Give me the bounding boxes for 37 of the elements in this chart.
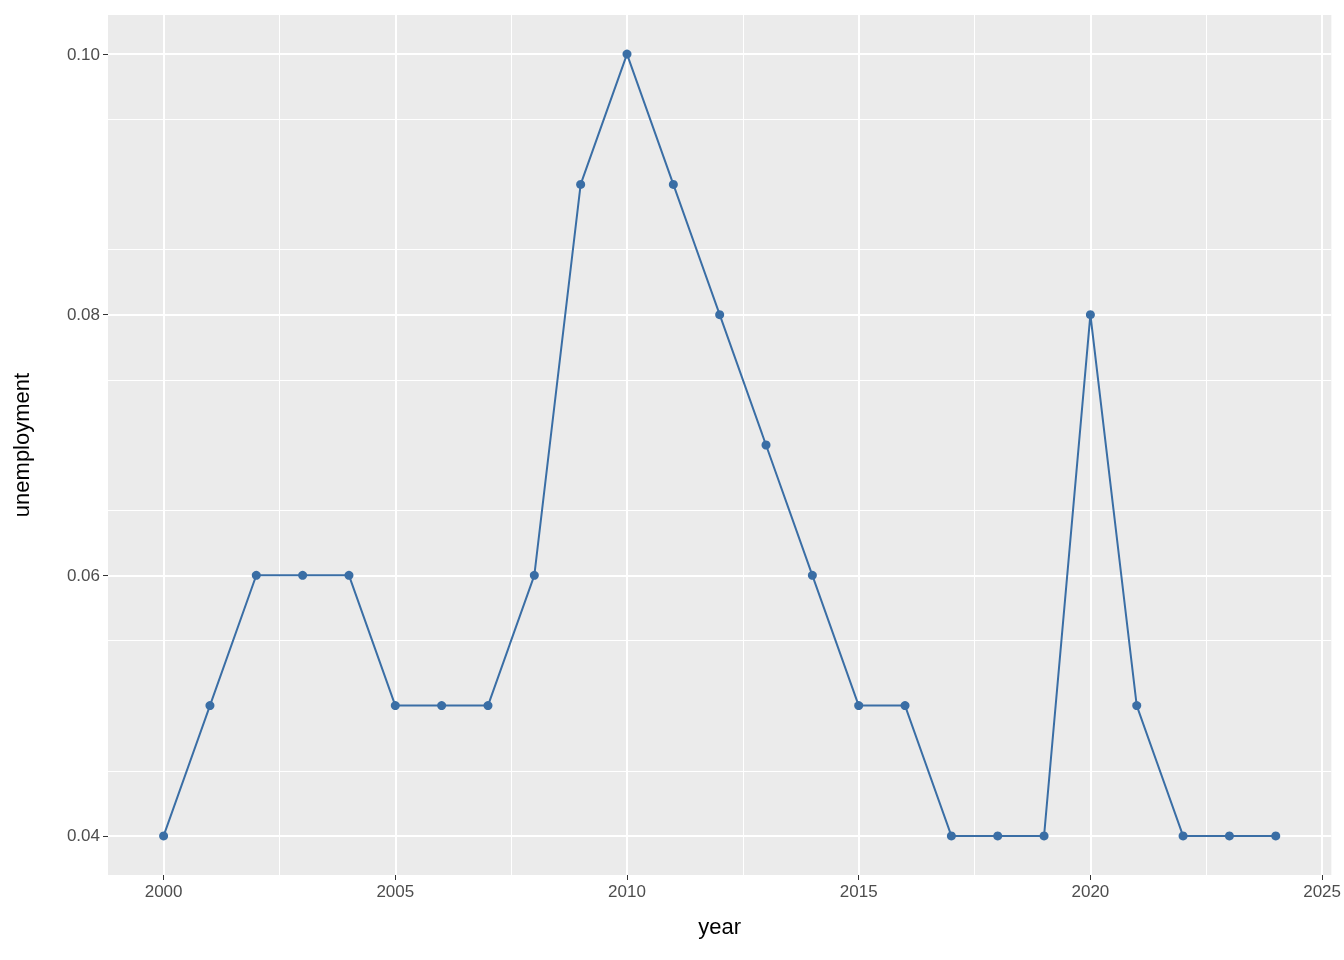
point — [205, 701, 215, 711]
point — [1224, 831, 1234, 841]
point — [483, 701, 493, 711]
point — [761, 440, 771, 450]
point — [900, 701, 910, 711]
x-tick-label: 2005 — [376, 882, 415, 901]
point — [159, 831, 169, 841]
point — [1271, 831, 1281, 841]
y-axis-title: unemployment — [8, 372, 34, 518]
y-tick-label: 0.06 — [66, 565, 100, 585]
x-tick-label: 2015 — [839, 882, 878, 901]
point — [529, 570, 539, 580]
point — [1178, 831, 1188, 841]
point — [993, 831, 1003, 841]
x-axis-title: year — [698, 913, 742, 939]
y-tick-label: 0.04 — [66, 826, 100, 846]
point — [251, 570, 261, 580]
point — [1085, 310, 1095, 320]
point — [946, 831, 956, 841]
point — [1039, 831, 1049, 841]
y-tick-label: 0.10 — [66, 44, 100, 64]
point — [298, 570, 308, 580]
point — [437, 701, 447, 711]
x-tick-label: 2010 — [608, 882, 646, 901]
point — [854, 701, 864, 711]
point — [622, 49, 632, 59]
point — [576, 179, 586, 189]
point — [668, 179, 678, 189]
x-tick-label: 2025 — [1303, 882, 1341, 901]
point — [390, 701, 400, 711]
x-tick-label: 2020 — [1071, 882, 1110, 901]
y-tick-label: 0.08 — [66, 305, 100, 325]
point — [1132, 701, 1142, 711]
point — [807, 570, 817, 580]
point — [715, 310, 725, 320]
x-tick-label: 2000 — [144, 882, 183, 901]
point — [344, 570, 354, 580]
